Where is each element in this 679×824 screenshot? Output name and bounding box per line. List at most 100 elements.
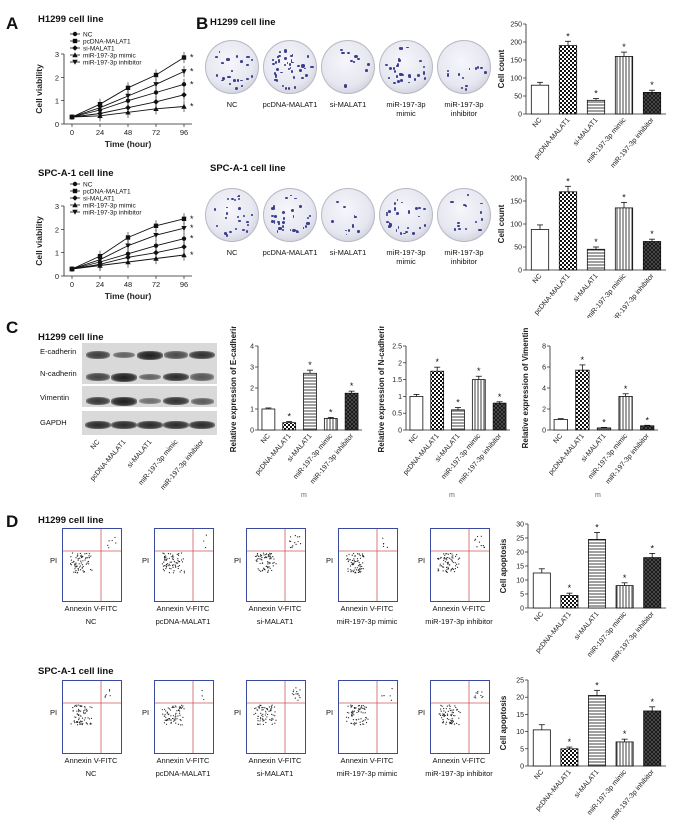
event bbox=[88, 557, 91, 559]
event bbox=[261, 559, 263, 561]
colony bbox=[213, 208, 217, 212]
colony bbox=[388, 224, 391, 228]
event bbox=[71, 552, 74, 554]
y-tick-label: 30 bbox=[516, 522, 524, 529]
significance-mark: * bbox=[568, 583, 572, 593]
flow-plot bbox=[246, 680, 306, 754]
y-tick-label: 0 bbox=[520, 764, 524, 771]
colony bbox=[396, 199, 399, 201]
colony bbox=[480, 218, 484, 221]
event bbox=[352, 723, 354, 725]
event bbox=[171, 717, 174, 720]
event bbox=[263, 568, 265, 570]
event bbox=[293, 689, 295, 691]
event bbox=[169, 564, 171, 567]
event bbox=[74, 571, 77, 573]
event bbox=[273, 558, 275, 560]
colony bbox=[276, 230, 279, 234]
event bbox=[257, 568, 259, 570]
event bbox=[163, 556, 166, 559]
event bbox=[445, 708, 447, 710]
event bbox=[450, 715, 452, 717]
data-point bbox=[69, 266, 75, 272]
colony bbox=[275, 79, 278, 82]
legend-label: pcDNA-MALAT1 bbox=[83, 188, 131, 195]
flow-x-label: Annexin V-FITC bbox=[64, 756, 118, 765]
data-point bbox=[181, 92, 187, 98]
event bbox=[481, 691, 483, 693]
data-point bbox=[72, 195, 78, 201]
event bbox=[266, 709, 269, 711]
event bbox=[360, 705, 363, 707]
event bbox=[181, 706, 183, 708]
event bbox=[78, 711, 80, 713]
event bbox=[289, 536, 292, 538]
event bbox=[351, 559, 354, 562]
blot-band bbox=[111, 372, 137, 382]
event bbox=[356, 567, 358, 569]
event bbox=[446, 714, 449, 716]
event bbox=[355, 560, 357, 563]
data-point bbox=[153, 243, 159, 248]
event bbox=[180, 719, 182, 721]
event bbox=[454, 705, 456, 707]
colony bbox=[293, 76, 296, 80]
y-tick-label: 3 bbox=[55, 50, 59, 59]
event bbox=[257, 720, 259, 722]
flow-y-label: PI bbox=[326, 708, 334, 717]
event bbox=[259, 717, 262, 719]
x-tick-label: miR-197-3p mimic bbox=[292, 432, 334, 480]
event bbox=[272, 556, 274, 558]
event bbox=[175, 565, 177, 567]
y-tick-label: 6 bbox=[542, 365, 546, 372]
event bbox=[177, 709, 180, 712]
event bbox=[364, 708, 366, 710]
event bbox=[173, 570, 175, 572]
flow-group-label: pcDNA-MALAT1 bbox=[155, 617, 211, 626]
colony bbox=[341, 51, 345, 55]
event bbox=[171, 564, 174, 567]
significance-mark: * bbox=[622, 42, 626, 52]
event bbox=[265, 710, 267, 712]
event bbox=[453, 571, 456, 573]
colony bbox=[286, 62, 289, 64]
event bbox=[267, 569, 270, 571]
event bbox=[79, 705, 81, 707]
event bbox=[262, 720, 264, 722]
significance-mark: * bbox=[624, 384, 628, 394]
significance-mark: * bbox=[566, 176, 570, 186]
event bbox=[71, 561, 73, 563]
event bbox=[174, 714, 177, 716]
event bbox=[259, 704, 261, 706]
colony-dish-row-spca1: NC pcDNA-MALAT1 si-MALAT1 miR-197-3p mimic m… bbox=[205, 188, 505, 278]
event bbox=[364, 706, 366, 708]
colony bbox=[388, 222, 391, 225]
bar bbox=[560, 748, 579, 767]
event bbox=[260, 712, 262, 714]
y-axis-label: Cell count bbox=[497, 204, 506, 243]
event bbox=[86, 562, 88, 564]
y-tick-label: 15 bbox=[516, 564, 524, 571]
colony bbox=[393, 81, 396, 84]
event bbox=[476, 692, 479, 694]
event bbox=[76, 704, 78, 706]
event bbox=[268, 558, 271, 560]
event bbox=[181, 704, 183, 706]
event bbox=[74, 563, 76, 565]
event bbox=[79, 565, 82, 567]
event bbox=[275, 719, 277, 721]
event bbox=[455, 563, 458, 565]
event bbox=[358, 711, 360, 713]
event bbox=[81, 720, 83, 722]
event bbox=[82, 570, 84, 572]
colony bbox=[289, 194, 292, 197]
event bbox=[442, 719, 444, 721]
flow-plot bbox=[154, 680, 214, 754]
event bbox=[266, 566, 268, 568]
x-tick-label: miR-197-3p inhibitor bbox=[605, 432, 651, 485]
event bbox=[256, 560, 258, 563]
event bbox=[446, 713, 449, 715]
y-tick-label: 0 bbox=[520, 606, 524, 613]
